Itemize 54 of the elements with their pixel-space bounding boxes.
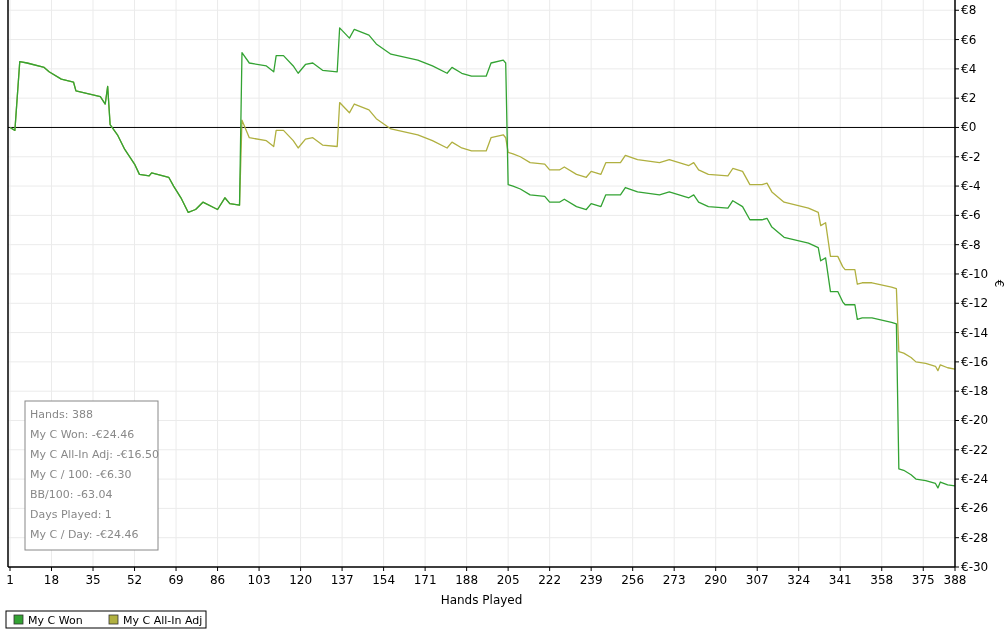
- x-tick-label: 52: [126, 573, 143, 587]
- y-tick-label: €-22: [961, 442, 989, 457]
- y-tick-label: €-30: [961, 560, 989, 574]
- x-tick-label: 137: [330, 573, 354, 587]
- y-tick-label: €8: [961, 3, 977, 18]
- x-tick-label: 69: [168, 573, 184, 587]
- y-tick-label: €0: [961, 120, 977, 135]
- x-tick-label: 205: [496, 573, 520, 587]
- x-tick-label: 290: [704, 573, 728, 587]
- y-tick-label: €2: [961, 91, 977, 106]
- annotation: My C / Day: -€24.46: [30, 528, 139, 541]
- y-tick-label: €-12: [961, 296, 989, 311]
- x-tick-label: 239: [579, 573, 603, 587]
- x-tick-label: 256: [621, 573, 645, 587]
- annotation: My C / 100: -€6.30: [30, 468, 132, 481]
- x-tick-label: 188: [455, 573, 479, 587]
- x-tick-label: 18: [43, 573, 60, 587]
- x-tick-label: 324: [787, 573, 811, 587]
- x-tick-label: 222: [538, 573, 562, 587]
- y-tick-label: €-2: [961, 149, 981, 164]
- y-tick-label: €4: [961, 61, 977, 76]
- x-axis-title: Hands Played: [440, 593, 523, 607]
- y-tick-label: €-10: [961, 266, 989, 281]
- x-tick-label: 103: [247, 573, 271, 587]
- x-tick-label: 120: [289, 573, 313, 587]
- y-tick-label: €-6: [961, 208, 981, 223]
- x-tick-label: 341: [828, 573, 852, 587]
- y-tick-label: €-28: [961, 530, 989, 545]
- x-tick-label: 1: [6, 573, 14, 587]
- x-tick-label: 273: [662, 573, 686, 587]
- legend-label: My C All-In Adj: [123, 614, 203, 627]
- y-axis-title: €: [992, 279, 1006, 288]
- annotation: BB/100: -63.04: [30, 488, 113, 501]
- y-tick-label: €-8: [961, 237, 981, 252]
- x-tick-label: 358: [870, 573, 894, 587]
- x-tick-label: 154: [372, 573, 396, 587]
- x-tick-label: 307: [745, 573, 769, 587]
- y-tick-label: €-20: [961, 413, 989, 428]
- y-tick-label: €6: [961, 32, 977, 47]
- y-tick-label: €-18: [961, 384, 989, 399]
- x-tick-label: 171: [413, 573, 437, 587]
- x-tick-label: 375: [911, 573, 935, 587]
- annotation: My C Won: -€24.46: [30, 428, 135, 441]
- y-tick-label: €-4: [961, 179, 981, 194]
- x-tick-label: 388: [943, 573, 967, 587]
- annotation: Days Played: 1: [30, 508, 112, 521]
- x-tick-label: 35: [85, 573, 101, 587]
- y-tick-label: €-16: [961, 354, 989, 369]
- y-tick-label: €-24: [961, 472, 989, 487]
- y-tick-label: €-14: [961, 325, 989, 340]
- x-tick-label: 86: [209, 573, 226, 587]
- legend-label: My C Won: [28, 614, 83, 627]
- y-tick-label: €-26: [961, 501, 989, 516]
- annotation: Hands: 388: [30, 408, 93, 421]
